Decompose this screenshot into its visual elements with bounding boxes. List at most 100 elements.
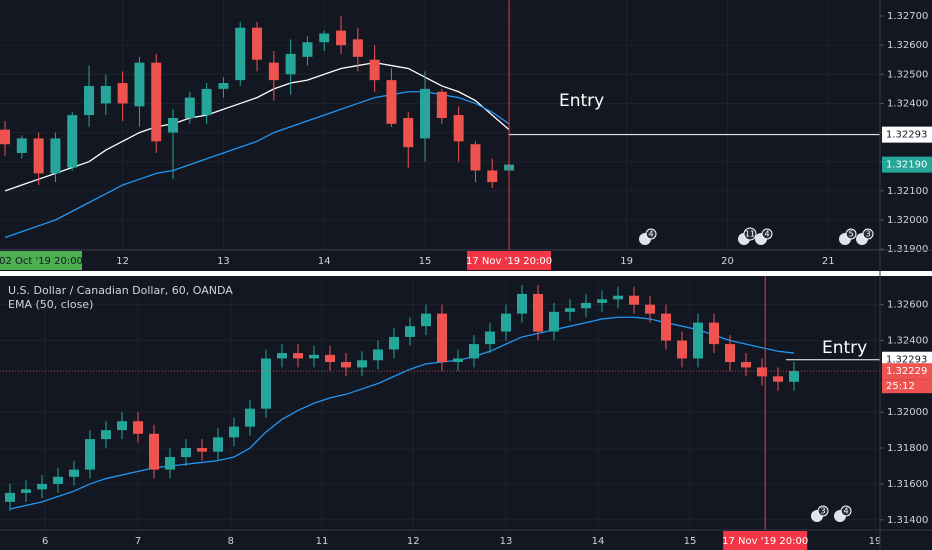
price-label: 1.32293 <box>886 355 927 366</box>
crosshair-label-bg <box>723 531 808 550</box>
candle-body <box>485 331 495 345</box>
crosshair-label: 17 Nov '19 20:00 <box>466 256 552 267</box>
price-label: 1.32293 <box>886 130 927 141</box>
price-label-bg <box>882 156 932 173</box>
y-tick-label: 1.32400 <box>887 336 928 347</box>
candle-body <box>117 83 128 104</box>
candle-body <box>725 344 735 363</box>
candle-body <box>373 349 383 361</box>
event-badge <box>645 228 657 240</box>
candle-body <box>151 62 162 142</box>
candle-body <box>389 336 399 350</box>
candle-body <box>181 448 191 458</box>
candle-body <box>420 88 431 139</box>
candle-body <box>369 59 380 81</box>
x-tick-label: 12 <box>116 256 129 267</box>
crosshair-label-bg <box>467 251 552 270</box>
candle-body <box>517 293 527 314</box>
candle-body <box>757 367 767 377</box>
candle-body <box>470 144 481 171</box>
event-count: 4 <box>648 230 653 239</box>
y-tick-label: 1.31800 <box>887 443 928 454</box>
y-tick-label: 1.32500 <box>887 69 928 80</box>
candle-body <box>677 340 687 359</box>
event-badge <box>845 228 857 240</box>
candle-body <box>405 326 415 337</box>
candle-body <box>309 354 319 359</box>
candle-body <box>645 304 655 314</box>
candle-body <box>197 448 207 452</box>
candle-body <box>352 39 363 57</box>
countdown-bg <box>882 379 932 394</box>
event-badge <box>817 505 829 517</box>
candle-body <box>501 313 511 332</box>
candle-body <box>277 353 287 359</box>
candle-body <box>53 476 63 484</box>
candle-body <box>661 313 671 341</box>
x-tick-label: 8 <box>228 536 234 547</box>
candle-body <box>469 344 479 359</box>
candle-body <box>357 360 367 368</box>
candle-body <box>421 313 431 327</box>
event-count: 3 <box>820 507 825 516</box>
y-tick-label: 1.32400 <box>887 98 928 109</box>
candle-body <box>336 30 347 46</box>
x-tick-label: 14 <box>318 256 331 267</box>
entry-label: Entry <box>559 91 604 111</box>
candle-body <box>165 457 175 470</box>
candle-body <box>213 437 223 452</box>
candle-body <box>5 492 15 502</box>
y-tick-label: 1.32600 <box>887 300 928 311</box>
candle-body <box>487 170 498 183</box>
x-tick-label: 12 <box>407 536 420 547</box>
x-tick-label: 20 <box>721 256 734 267</box>
event-count: 3 <box>865 230 870 239</box>
candle-body <box>386 80 397 124</box>
candle-body <box>268 62 279 81</box>
indicator-name: EMA (50, close) <box>8 298 93 311</box>
candle-body <box>21 489 31 493</box>
event-count: 11 <box>745 230 755 239</box>
candle-body <box>50 138 61 174</box>
candle-body <box>789 371 799 382</box>
candle-body <box>453 358 463 363</box>
event-badge <box>840 505 852 517</box>
candle-body <box>245 408 255 427</box>
start-label-bg <box>0 251 82 270</box>
event-count: 4 <box>764 230 769 239</box>
price-label-bg <box>882 126 932 143</box>
x-tick-label: 7 <box>135 536 141 547</box>
y-tick-label: 1.32000 <box>887 407 928 418</box>
x-tick-label: 15 <box>419 256 432 267</box>
candle-body <box>134 62 145 107</box>
y-tick-label: 1.31400 <box>887 515 928 526</box>
candle-body <box>100 85 111 104</box>
candle-body <box>533 293 543 332</box>
event-badge <box>743 227 757 241</box>
x-tick-label: 21 <box>822 256 835 267</box>
event-badges: 4 11 4 5 3 3 4 <box>639 227 874 522</box>
y-tick-label: 1.32100 <box>887 186 928 197</box>
candle-body <box>629 295 639 305</box>
candle-body <box>261 358 271 409</box>
entry-label: Entry <box>822 338 867 358</box>
candle-body <box>325 354 335 363</box>
crosshair-label: 17 Nov '19 20:00 <box>722 536 808 547</box>
candle-body <box>709 322 719 345</box>
y-tick-label: 1.32700 <box>887 11 928 22</box>
candle-body <box>581 302 591 309</box>
candle-body <box>33 138 44 174</box>
countdown: 25:12 <box>886 381 915 392</box>
candle-body <box>319 33 330 43</box>
event-count: 5 <box>848 230 853 239</box>
x-tick-label: 11 <box>316 536 329 547</box>
price-label-bg <box>882 363 932 380</box>
candle-body <box>184 97 195 119</box>
candle-body <box>302 42 313 57</box>
start-label: 02 Oct '19 20:00 <box>0 256 83 267</box>
candle-body <box>201 88 212 116</box>
candle-body <box>437 313 447 363</box>
